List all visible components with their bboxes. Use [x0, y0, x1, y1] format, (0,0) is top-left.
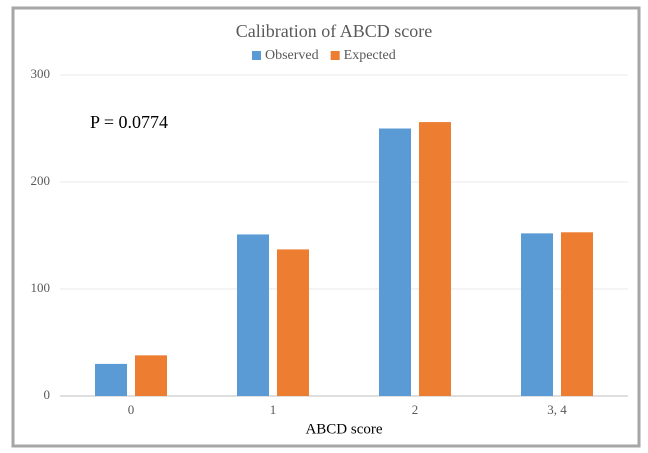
x-tick-label: 0 — [128, 402, 135, 417]
x-tick-label: 2 — [412, 402, 419, 417]
bar — [277, 249, 309, 396]
y-tick-label: 100 — [31, 280, 51, 295]
bar — [379, 128, 411, 396]
legend-swatch — [252, 51, 261, 60]
x-axis-title: ABCD score — [305, 421, 382, 437]
legend-label: Observed — [265, 48, 319, 63]
bar — [561, 232, 593, 396]
x-tick-label: 3, 4 — [547, 402, 567, 417]
bar — [135, 355, 167, 396]
legend-label: Expected — [344, 48, 396, 63]
bar — [95, 363, 127, 396]
bar — [521, 233, 553, 396]
annotation: P = 0.0774 — [90, 112, 168, 132]
y-tick-label: 200 — [31, 173, 51, 188]
chart-title: Calibration of ABCD score — [236, 21, 432, 41]
bar — [237, 234, 269, 396]
legend-swatch — [330, 51, 340, 60]
y-tick-label: 300 — [31, 66, 51, 81]
y-tick-label: 0 — [44, 387, 51, 402]
x-tick-label: 1 — [270, 402, 277, 417]
bar — [419, 122, 451, 396]
